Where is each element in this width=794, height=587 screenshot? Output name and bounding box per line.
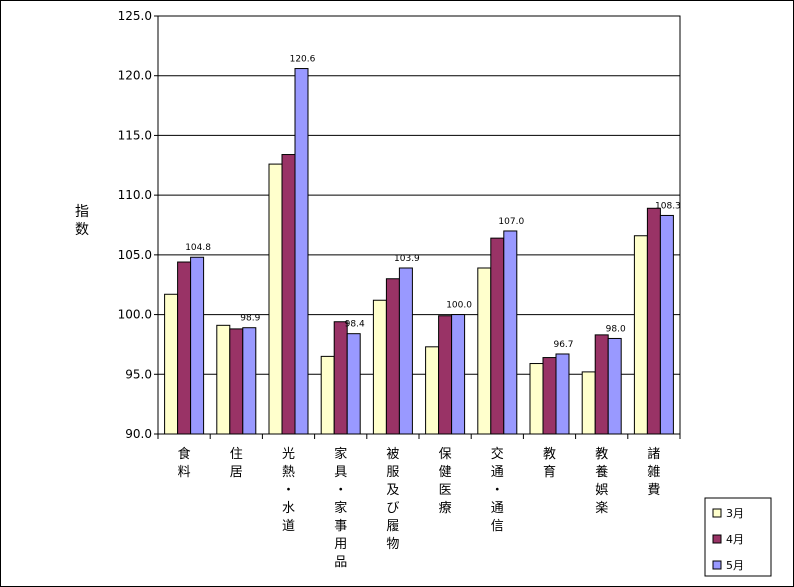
data-label: 100.0 [446,301,472,311]
legend-swatch [712,560,722,570]
bar [438,315,453,435]
y-axis-label: 指数 [75,204,89,238]
data-label: 98.9 [240,314,260,324]
bars [164,68,674,435]
bar [346,333,361,435]
data-label: 103.9 [394,254,420,264]
bar [607,337,622,435]
bar [216,324,231,435]
legend-label: 4月 [726,533,744,546]
bar [555,353,570,435]
bar [451,314,466,435]
x-tick-label: 保健医療 [439,447,452,516]
bar [503,230,518,435]
x-tick-label: 住居 [230,447,243,480]
legend-label: 3月 [726,507,744,520]
legend-swatch [712,508,722,518]
bar [633,235,648,435]
data-label: 98.4 [345,320,365,330]
data-label: 104.8 [185,243,211,253]
legend-swatch [712,534,722,544]
y-tick-label: 100.0 [118,308,152,322]
legend-label: 5月 [726,559,744,572]
bar [242,327,257,435]
data-labels: 104.8 98.9 120.6 98.4 103.9 100.0 107.0 96.7 98.… [185,55,681,350]
bar [268,163,283,435]
x-tick-label: 光熱・水道 [282,447,295,534]
bar [646,207,661,435]
y-tick-label: 95.0 [125,367,152,381]
bar [320,355,335,435]
legend: 3月 4月 5月 [704,497,772,577]
x-tick-label: 被服及び履物 [386,447,399,552]
bar [542,357,557,435]
data-label: 98.0 [606,324,626,334]
bar [333,321,348,435]
y-tick-label: 90.0 [125,427,152,441]
x-tick-label: 教育 [543,446,556,480]
bar [529,363,544,435]
x-tick-label: 食料 [178,446,191,480]
bar [477,267,492,435]
bar [659,214,674,435]
bar [398,267,413,435]
x-tick-label: 教養娯楽 [595,446,608,516]
x-tick-label: 家具・家事用品 [334,446,347,570]
bar [229,328,244,435]
y-tick-label: 110.0 [118,188,152,202]
bar [281,154,296,435]
bar [385,278,400,435]
data-label: 96.7 [553,340,573,350]
bar [581,371,596,435]
bar [594,334,609,435]
bar [490,237,505,435]
bar [425,346,440,435]
bar [294,68,309,435]
x-tick-label: 交通・通信 [491,446,504,534]
bar [372,299,387,435]
y-axis-ticks: 90.0 95.0 100.0 105.0 110.0 115.0 120.0 125.0 [118,9,158,441]
bar [190,256,205,435]
y-tick-label: 115.0 [118,128,152,142]
bar [177,261,192,435]
x-tick-label: 諸雑費 [647,446,660,498]
data-label: 108.3 [655,201,681,211]
bar [164,293,179,435]
y-tick-label: 120.0 [118,69,152,83]
y-tick-label: 125.0 [118,9,152,23]
data-label: 120.6 [290,55,316,65]
y-axis-title: 指数 [75,204,89,238]
y-tick-label: 105.0 [118,248,152,262]
x-axis-ticks: 食料 住居 光熱・水道 家具・家事用品 被服及び履物 保健医療 交通・通信 教育 教養娯楽 諸雑費 [157,434,681,570]
data-label: 107.0 [498,217,524,227]
